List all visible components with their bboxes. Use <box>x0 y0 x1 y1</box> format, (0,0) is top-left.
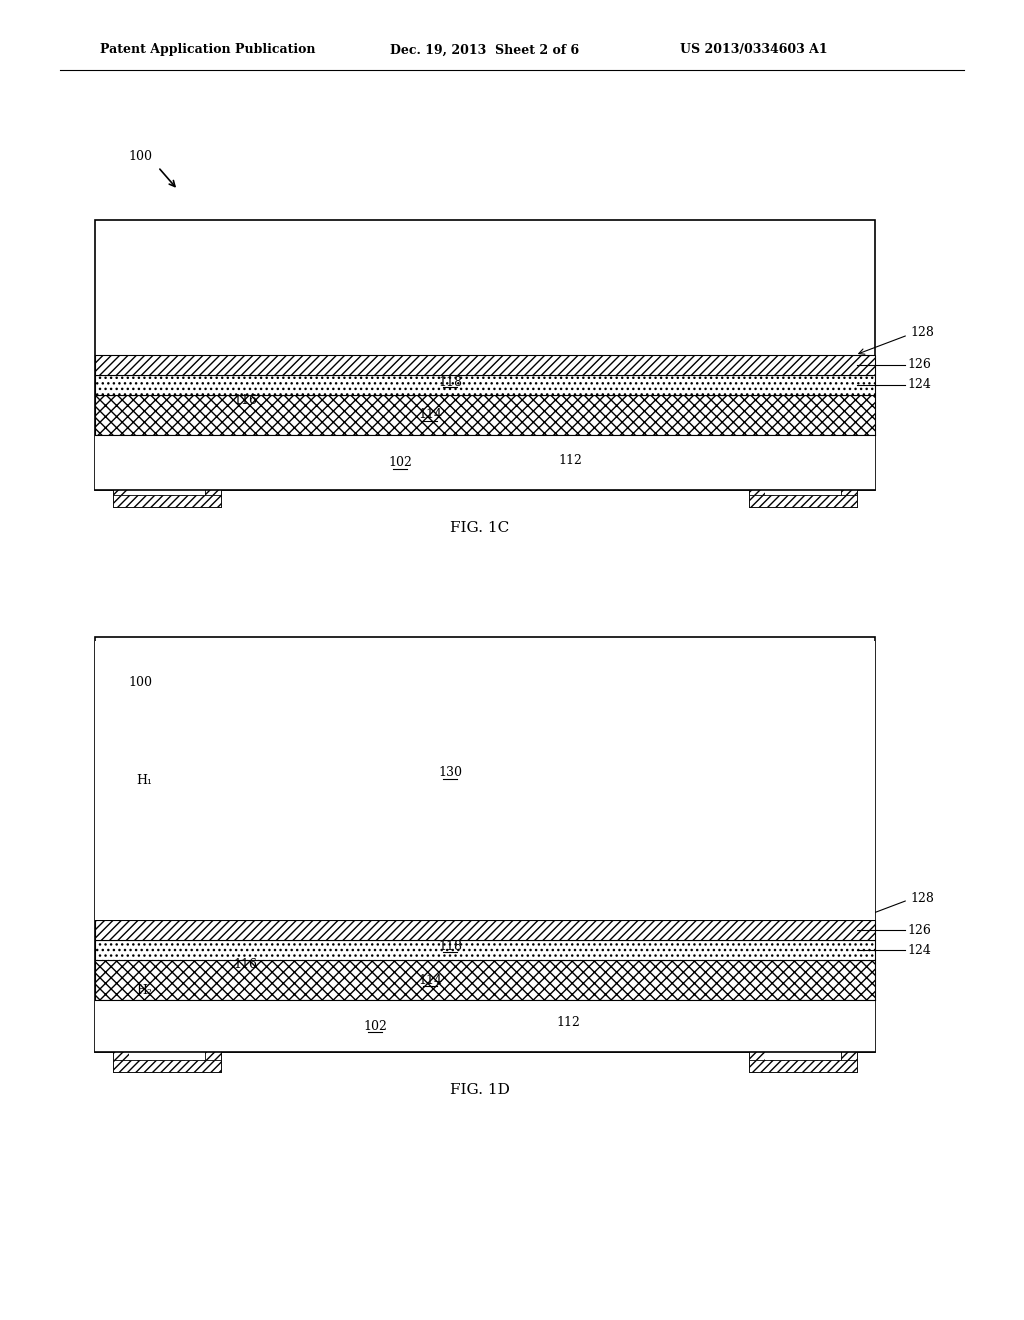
Text: 128: 128 <box>910 891 934 904</box>
Text: 116: 116 <box>233 393 257 407</box>
Bar <box>95 642 874 920</box>
Text: 112: 112 <box>558 454 582 466</box>
Text: 124: 124 <box>907 944 931 957</box>
Bar <box>95 355 874 375</box>
Bar <box>205 920 221 1072</box>
Bar <box>749 495 857 507</box>
Bar <box>841 355 857 507</box>
Bar <box>95 375 874 395</box>
Bar <box>95 395 874 436</box>
Text: 100: 100 <box>128 676 152 689</box>
Bar <box>95 960 874 1001</box>
Text: 100: 100 <box>128 150 152 164</box>
Bar <box>749 1060 857 1072</box>
Text: 130: 130 <box>438 766 462 779</box>
Text: Patent Application Publication: Patent Application Publication <box>100 44 315 57</box>
Bar <box>765 920 841 1060</box>
Bar <box>113 355 221 507</box>
Bar <box>95 920 874 940</box>
Bar <box>129 920 205 1060</box>
Text: 118: 118 <box>438 940 462 953</box>
Bar <box>749 355 857 507</box>
Text: 126: 126 <box>907 924 931 936</box>
Text: 114: 114 <box>418 408 442 421</box>
Text: H₂: H₂ <box>136 983 152 997</box>
Bar <box>113 920 129 1072</box>
Bar <box>113 920 221 1072</box>
Bar <box>95 940 874 960</box>
Bar <box>95 436 874 490</box>
Text: 102: 102 <box>388 457 412 470</box>
Text: 112: 112 <box>556 1016 580 1030</box>
Bar <box>749 920 765 1072</box>
Bar <box>113 495 221 507</box>
Bar <box>749 355 765 507</box>
Text: 126: 126 <box>907 359 931 371</box>
Bar <box>129 355 205 495</box>
Text: Dec. 19, 2013  Sheet 2 of 6: Dec. 19, 2013 Sheet 2 of 6 <box>390 44 580 57</box>
Bar <box>95 220 874 490</box>
Bar <box>113 355 129 507</box>
Text: FIG. 1C: FIG. 1C <box>451 521 510 535</box>
Text: 102: 102 <box>364 1019 387 1032</box>
Bar <box>205 355 221 507</box>
Bar <box>749 920 857 1072</box>
Bar <box>841 920 857 1072</box>
Text: 128: 128 <box>910 326 934 339</box>
Text: US 2013/0334603 A1: US 2013/0334603 A1 <box>680 44 827 57</box>
Text: 116: 116 <box>233 958 257 972</box>
Text: H₁: H₁ <box>136 774 152 787</box>
Bar <box>113 1060 221 1072</box>
Text: 114: 114 <box>418 974 442 986</box>
Bar <box>765 355 841 495</box>
Text: 118: 118 <box>438 375 462 388</box>
Text: 124: 124 <box>907 379 931 392</box>
Bar <box>95 638 874 1052</box>
Text: FIG. 1D: FIG. 1D <box>451 1082 510 1097</box>
Bar <box>95 1001 874 1052</box>
